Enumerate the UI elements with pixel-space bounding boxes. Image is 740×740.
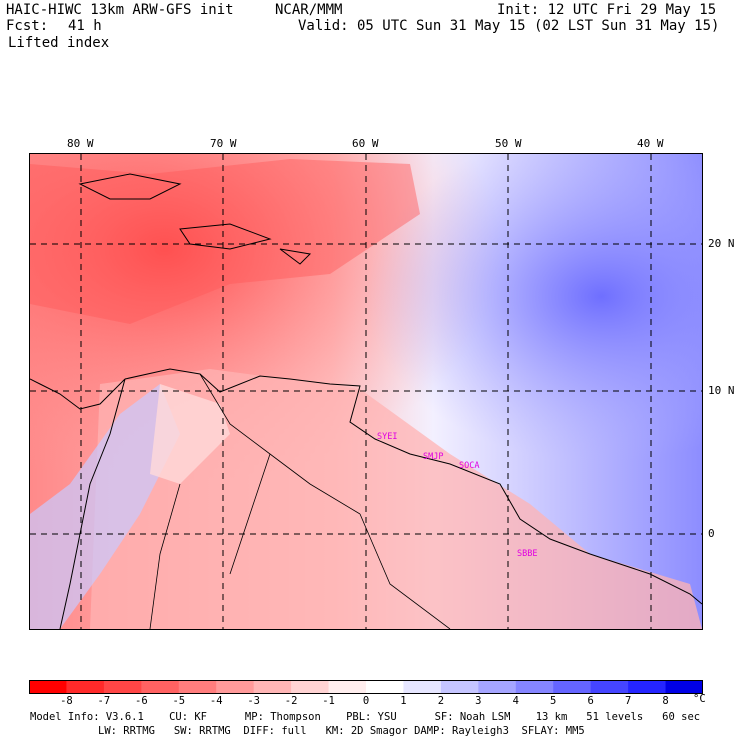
colorbar-tick-label: 8 <box>662 695 669 707</box>
colorbar-swatch <box>403 680 442 694</box>
colorbar-swatch <box>590 680 629 694</box>
lat-label-equator: 0 <box>708 527 715 540</box>
colorbar <box>29 680 703 694</box>
init-time: Init: 12 UTC Fri 29 May 15 <box>497 2 717 18</box>
colorbar-swatch <box>216 680 255 694</box>
coastline-central-america <box>29 378 126 410</box>
colorbar-swatch <box>103 680 142 694</box>
colorbar-tick-label: 6 <box>587 695 594 707</box>
colorbar-swatch <box>553 680 592 694</box>
colorbar-swatch <box>665 680 703 694</box>
colorbar-tick-label: -6 <box>135 695 148 707</box>
station-label-sbbe: SBBE <box>517 549 538 559</box>
andes-pink-field <box>150 384 230 484</box>
forecast-label: Fcst: <box>6 18 49 34</box>
colorbar-swatch <box>178 680 217 694</box>
lat-label-10n: 10 N <box>708 384 735 397</box>
colorbar-swatch <box>29 680 67 694</box>
colorbar-tick-label: 4 <box>512 695 519 707</box>
lon-label-40w: 40 W <box>637 137 664 150</box>
colorbar-swatch <box>66 680 105 694</box>
field-name: Lifted index <box>8 35 110 51</box>
lat-label-20n: 20 N <box>708 237 735 250</box>
colorbar-tick-label: 7 <box>624 695 632 707</box>
model-title: HAIC-HIWC 13km ARW-GFS init <box>6 2 234 18</box>
center-label: NCAR/MMM <box>275 2 343 18</box>
colorbar-tick-label: 1 <box>400 695 407 707</box>
caribbean-red-field <box>30 159 420 324</box>
colorbar-tick-label: 5 <box>550 695 557 707</box>
lifted-index-map <box>29 153 703 630</box>
lon-label-50w: 50 W <box>495 137 522 150</box>
map-canvas <box>29 154 703 630</box>
colorbar-border <box>29 680 703 694</box>
colorbar-swatch <box>478 680 517 694</box>
station-label-smjp: SMJP <box>423 452 444 462</box>
colorbar-swatch <box>291 680 330 694</box>
colorbar-tick-label: 3 <box>475 695 482 707</box>
colorbar-tick-label: -1 <box>322 695 335 707</box>
colorbar-tick-label: 2 <box>437 695 445 707</box>
andes-blue-field <box>30 384 180 629</box>
country-borders <box>149 373 451 630</box>
valid-time: Valid: 05 UTC Sun 31 May 15 (02 LST Sun … <box>298 18 720 34</box>
station-label-syei: SYEI <box>377 432 398 442</box>
graticule <box>30 154 702 629</box>
colorbar-swatch <box>628 680 667 694</box>
station-label-soca: SOCA <box>459 461 480 471</box>
colorbar-tick-label: -2 <box>284 695 298 707</box>
model-info-line2: LW: RRTMG SW: RRTMG DIFF: full KM: 2D Sm… <box>98 725 585 737</box>
colorbar-unit: °C <box>693 693 706 705</box>
coastline-south-america <box>124 368 703 605</box>
lon-label-60w: 60 W <box>352 137 379 150</box>
forecast-hour: 41 h <box>68 18 102 34</box>
colorbar-tick-label: -8 <box>60 695 73 707</box>
colorbar-swatch <box>328 680 367 694</box>
colorbar-tick-label: -3 <box>247 695 260 707</box>
colorbar-swatch <box>141 680 180 694</box>
lon-label-80w: 80 W <box>67 137 94 150</box>
colorbar-swatch <box>366 680 404 694</box>
model-info-line1: Model Info: V3.6.1 CU: KF MP: Thompson P… <box>30 711 701 723</box>
lon-label-70w: 70 W <box>210 137 237 150</box>
colorbar-swatch <box>440 680 479 694</box>
colorbar-swatch <box>515 680 554 694</box>
colorbar-tick-label: 0 <box>362 695 370 707</box>
colorbar-tick-label: -7 <box>97 695 111 707</box>
colorbar-tick-label: -4 <box>209 695 223 707</box>
coastline-pacific <box>59 378 126 630</box>
colorbar-swatch <box>253 680 292 694</box>
colorbar-tick-label: -5 <box>172 695 186 707</box>
